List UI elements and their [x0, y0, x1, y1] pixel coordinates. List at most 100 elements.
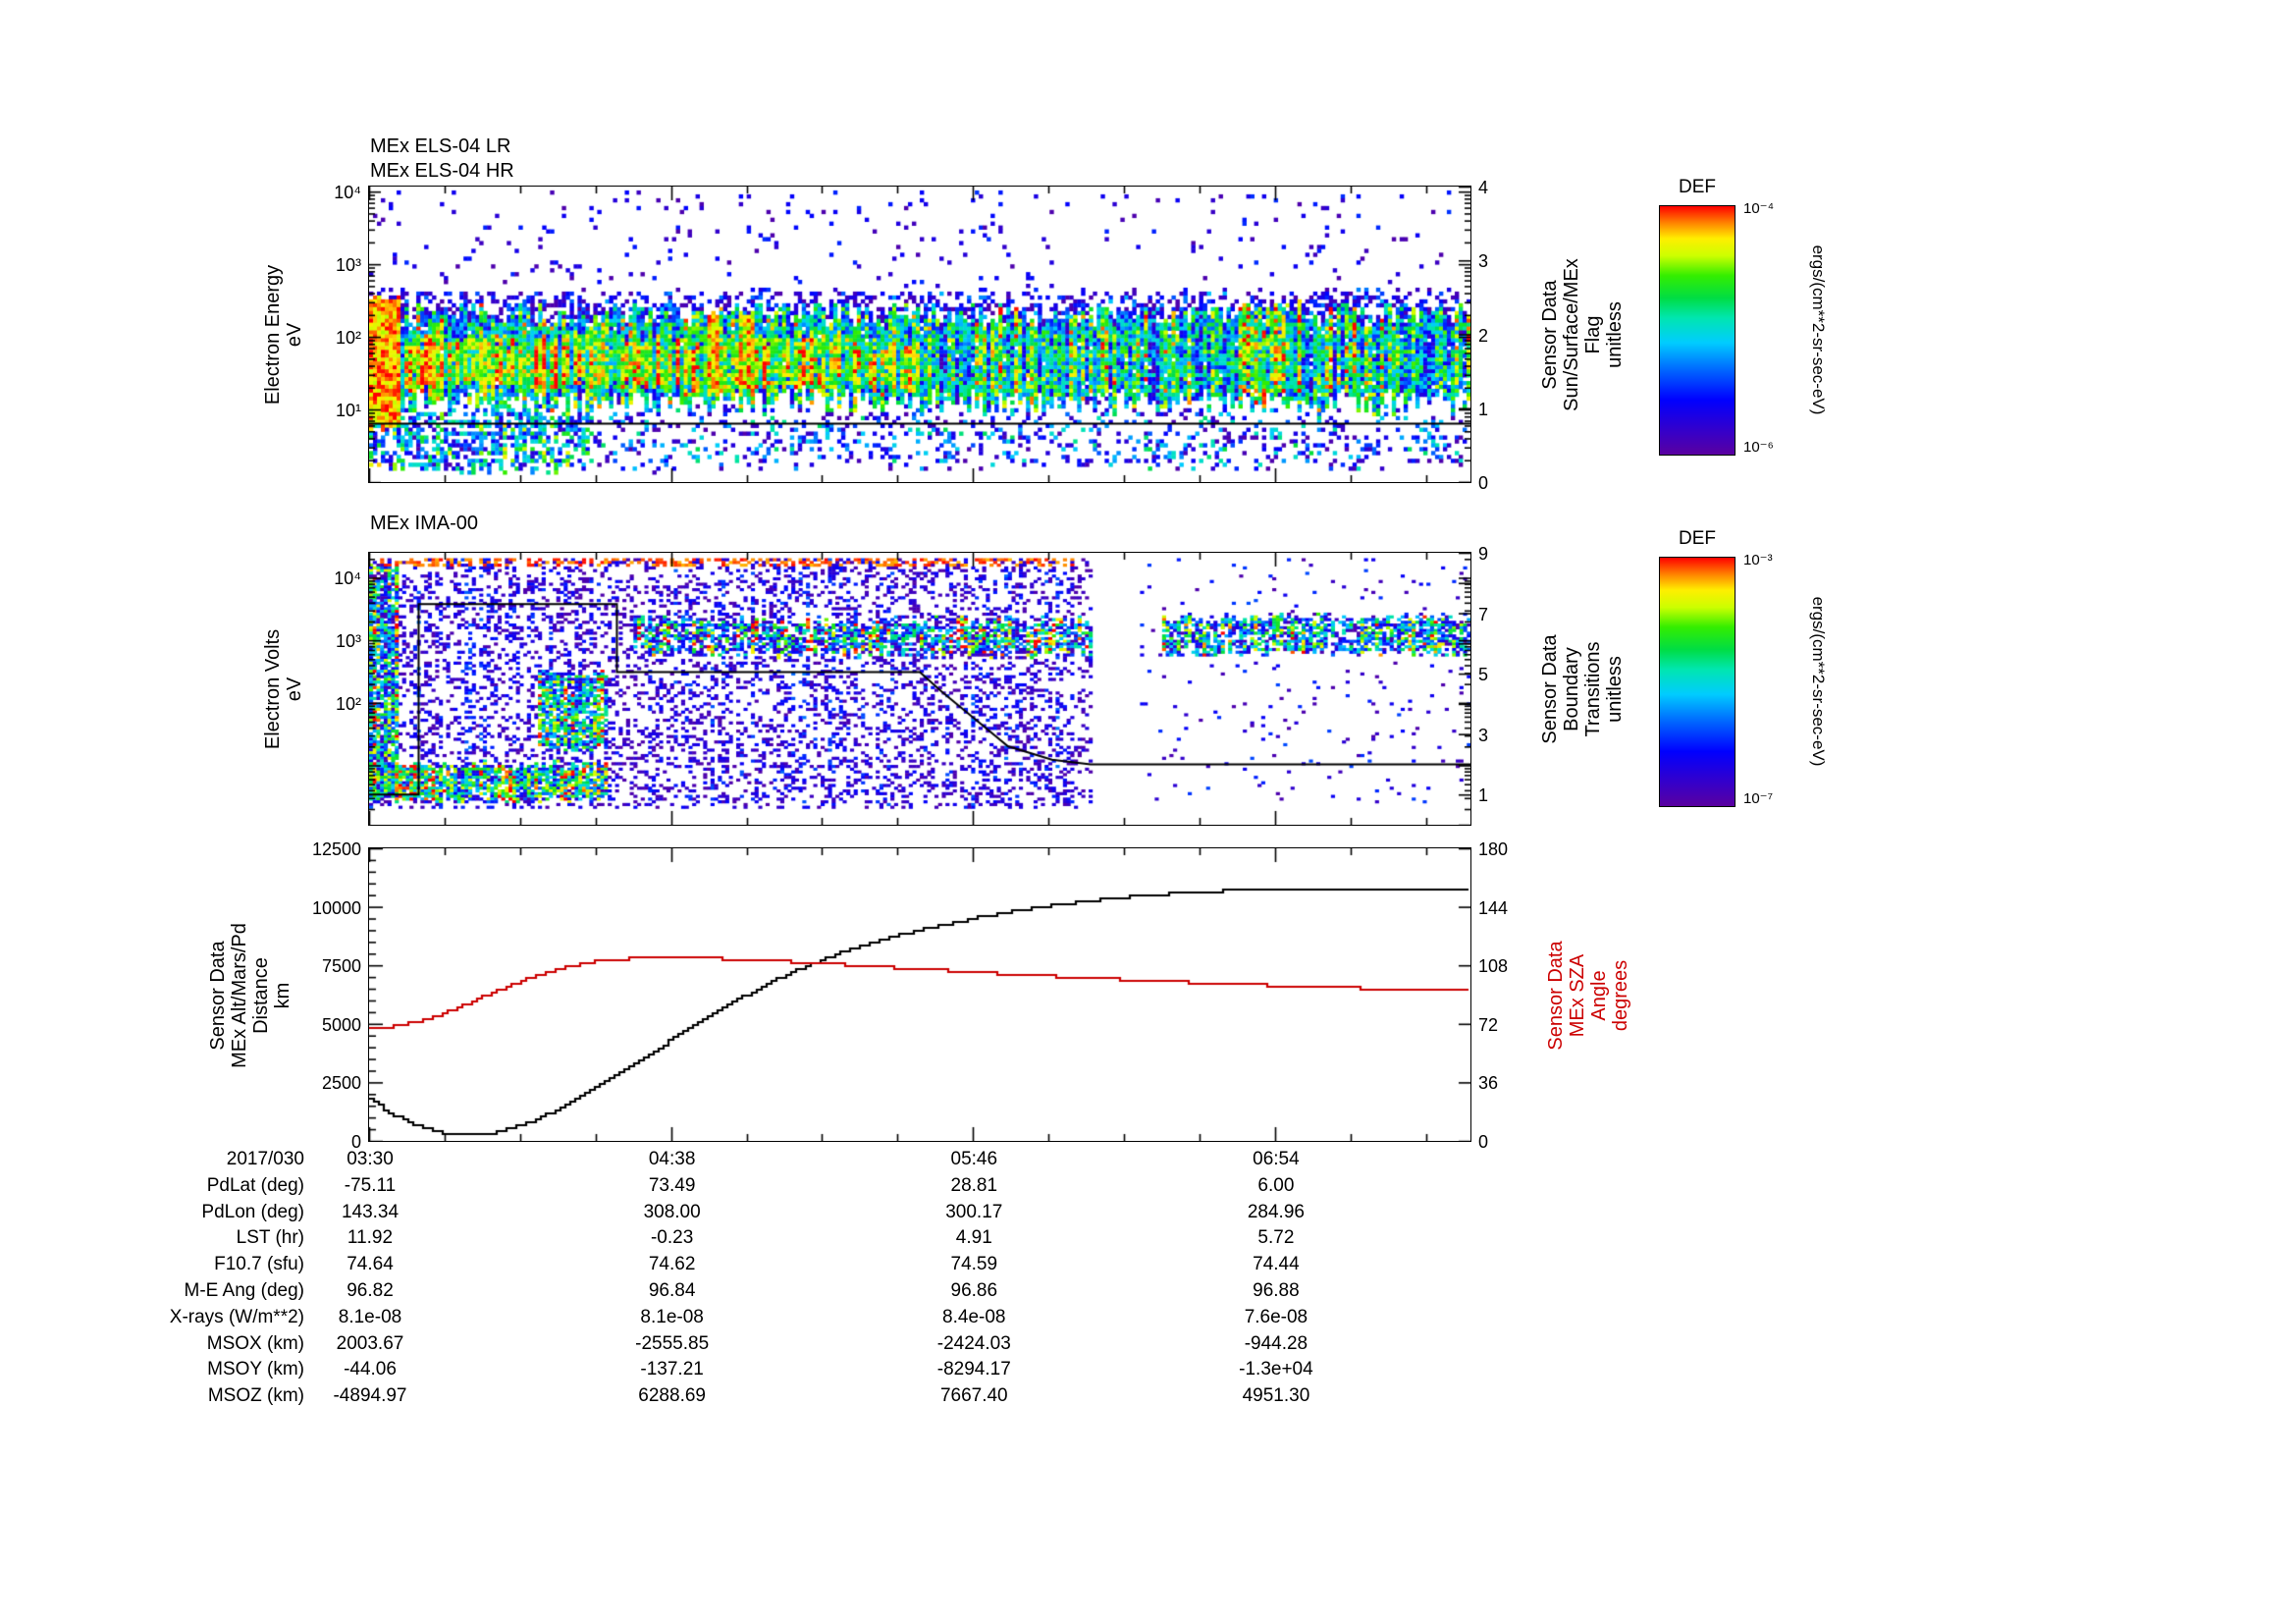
table-cell: -2424.03: [936, 1332, 1011, 1354]
ima-colorbar-min-label: 10⁻⁷: [1743, 790, 1774, 807]
table-cell: 73.49: [648, 1174, 696, 1196]
table-cell: -4894.97: [333, 1385, 407, 1407]
table-cell: 4.91: [955, 1227, 992, 1249]
distance-ytick-label: 7500: [321, 956, 361, 977]
ima-rtick-label: 5: [1478, 665, 1489, 685]
ima-spectrogram-panel: [368, 552, 1471, 826]
table-cell: 74.64: [347, 1254, 394, 1275]
table-cell: 96.82: [347, 1280, 394, 1301]
table-date-label: 2017/030: [226, 1149, 304, 1169]
table-cell: -8294.17: [936, 1359, 1011, 1380]
els-rtick-label: 1: [1478, 399, 1489, 419]
table-row-label: PdLat (deg): [206, 1174, 304, 1196]
table-row-label: LST (hr): [236, 1227, 304, 1249]
distance-sza-panel: [368, 847, 1471, 1142]
els-colorbar-title: DEF: [1679, 177, 1716, 197]
sza-rtick-label: 0: [1478, 1132, 1489, 1152]
ima-colorbar-max-label: 10⁻³: [1743, 552, 1773, 568]
els-colorbar-max-label: 10⁻⁴: [1743, 200, 1775, 217]
ima-spectrogram: [369, 553, 1470, 825]
els-right-axis-label: Sensor Data Sun/Surface/MEx Flag unitles…: [1539, 258, 1626, 411]
ima-rtick-label: 1: [1478, 785, 1489, 806]
table-cell: -2555.85: [635, 1332, 710, 1354]
table-cell: 74.44: [1253, 1254, 1300, 1275]
time-tick-label: 03:30: [347, 1149, 394, 1169]
ima-colorbar-title: DEF: [1679, 528, 1716, 549]
sza-right-axis-label: Sensor Data MEx SZA Angle degrees: [1545, 941, 1631, 1051]
table-cell: 96.88: [1253, 1280, 1300, 1301]
els-rtick-label: 3: [1478, 251, 1489, 272]
distance-ytick-label: 12500: [311, 839, 361, 859]
time-tick-label: 04:38: [648, 1149, 696, 1169]
table-cell: 7.6e-08: [1244, 1306, 1308, 1327]
ima-rtick-label: 9: [1478, 544, 1489, 564]
table-cell: 2003.67: [336, 1332, 404, 1354]
sza-rtick-label: 72: [1478, 1014, 1499, 1035]
distance-y-axis-label: Sensor Data MEx Alt/Mars/Pd Distance km: [207, 923, 294, 1068]
els-rtick-label: 2: [1478, 325, 1489, 346]
ima-colorbar: [1659, 557, 1735, 807]
table-cell: 7667.40: [939, 1385, 1008, 1407]
table-cell: -0.23: [650, 1227, 694, 1249]
ima-colorbar-gradient: [1660, 558, 1735, 806]
els-spectrogram-panel: [368, 186, 1471, 483]
ima-rtick-label: 7: [1478, 604, 1489, 624]
els-rtick-label: 0: [1478, 473, 1489, 493]
ima-title: MEx IMA-00: [370, 513, 479, 534]
els-ytick-label: 10¹: [335, 401, 361, 421]
sza-rtick-label: 36: [1478, 1073, 1499, 1094]
table-cell: 8.4e-08: [942, 1306, 1006, 1327]
table-cell: 6288.69: [638, 1385, 706, 1407]
table-cell: 8.1e-08: [640, 1306, 704, 1327]
sza-rtick-label: 180: [1478, 839, 1509, 859]
table-row-label: MSOZ (km): [207, 1385, 304, 1407]
els-colorbar-gradient: [1660, 206, 1735, 455]
els-colorbar: [1659, 205, 1735, 456]
distance-sza-chart: [369, 848, 1470, 1141]
table-cell: 284.96: [1247, 1201, 1305, 1222]
ima-ytick-label: 10²: [335, 693, 361, 714]
distance-ytick-label: 0: [350, 1132, 361, 1152]
table-cell: 4951.30: [1242, 1385, 1310, 1407]
els-ytick-label: 10²: [335, 328, 361, 349]
table-cell: -44.06: [344, 1359, 397, 1380]
table-row-label: PdLon (deg): [201, 1201, 304, 1222]
els-rtick-label: 4: [1478, 178, 1489, 197]
ima-right-axis-label: Sensor Data Boundary Transitions unitles…: [1539, 634, 1626, 744]
distance-ytick-label: 2500: [321, 1073, 361, 1094]
table-cell: 74.62: [648, 1254, 696, 1275]
table-cell: -137.21: [640, 1359, 704, 1380]
distance-ytick-label: 5000: [321, 1014, 361, 1035]
sza-rtick-label: 144: [1478, 897, 1509, 918]
ima-colorbar-unit-label: ergs/(cm**2-sr-sec-eV): [1809, 596, 1828, 767]
table-cell: 8.1e-08: [338, 1306, 402, 1327]
table-row-label: M-E Ang (deg): [184, 1280, 305, 1301]
els-colorbar-min-label: 10⁻⁶: [1743, 439, 1774, 456]
els-colorbar-unit-label: ergs/(cm**2-sr-sec-eV): [1809, 244, 1828, 415]
time-tick-label: 05:46: [950, 1149, 998, 1169]
table-row-label: F10.7 (sfu): [214, 1254, 304, 1275]
time-tick-label: 06:54: [1253, 1149, 1300, 1169]
table-cell: 143.34: [341, 1201, 400, 1222]
table-cell: 5.72: [1257, 1227, 1295, 1249]
els-ytick-label: 10³: [335, 255, 361, 276]
table-cell: -75.11: [344, 1174, 397, 1196]
table-cell: 96.84: [648, 1280, 696, 1301]
els-spectrogram: [369, 187, 1470, 482]
table-cell: 300.17: [945, 1201, 1003, 1222]
table-row-label: X-rays (W/m**2): [169, 1306, 304, 1327]
table-row-label: MSOX (km): [206, 1332, 304, 1354]
table-cell: 96.86: [950, 1280, 998, 1301]
ima-ytick-label: 10³: [335, 631, 361, 652]
table-cell: 6.00: [1257, 1174, 1295, 1196]
table-cell: -1.3e+04: [1239, 1359, 1313, 1380]
ima-rtick-label: 3: [1478, 725, 1489, 745]
distance-ytick-label: 10000: [311, 897, 361, 918]
sza-rtick-label: 108: [1478, 956, 1509, 977]
table-row-label: MSOY (km): [207, 1359, 304, 1380]
els-title-hr: MEx ELS-04 HR: [370, 160, 514, 182]
els-title-lr: MEx ELS-04 LR: [370, 135, 511, 157]
table-cell: 28.81: [950, 1174, 998, 1196]
table-cell: -944.28: [1244, 1332, 1308, 1354]
